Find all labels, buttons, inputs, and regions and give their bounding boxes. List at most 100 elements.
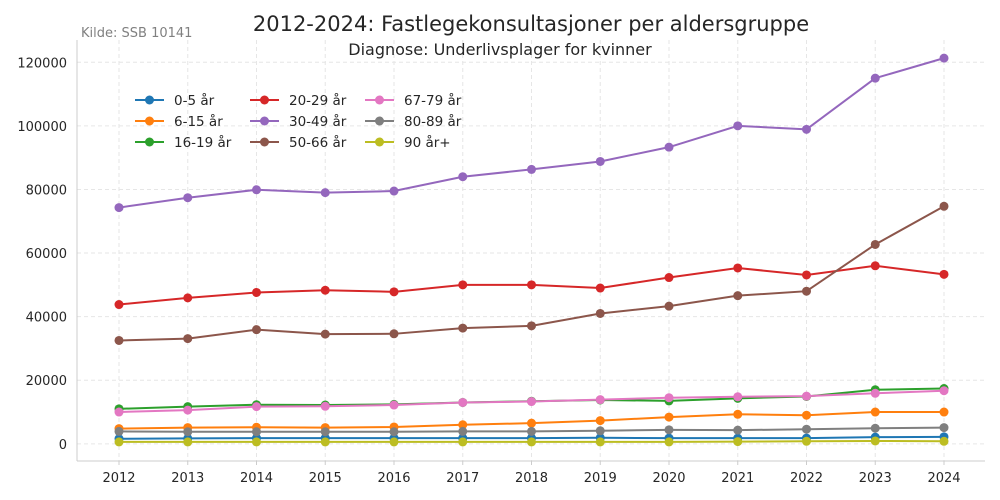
data-point [114,300,124,310]
data-point [595,283,605,293]
data-point [252,437,261,447]
data-point [320,188,330,198]
data-point [458,420,468,430]
legend-marker [145,137,154,147]
legend-item: 20-29 år [250,92,347,109]
x-tick-label: 2024 [927,471,960,486]
source-note: Kilde: SSB 10141 [81,26,192,41]
chart-title: 2012-2024: Fastlegekonsultasjoner per al… [253,12,809,36]
data-point [114,426,124,436]
data-point [114,437,124,447]
legend-label: 80-89 år [404,113,462,130]
data-point [320,427,330,437]
data-point [870,261,880,271]
y-tick-label: 0 [59,438,67,453]
data-point [939,201,949,211]
data-point [114,203,124,213]
data-point [870,423,880,433]
data-point [664,425,674,435]
data-point [595,416,605,426]
legend-label: 20-29 år [289,92,347,109]
data-point [458,397,468,407]
legend: 0-5 år 6-15 år 16-19 år 20-29 år 30-49 år 50-… [135,92,462,151]
data-point [802,286,811,296]
data-point [802,424,811,434]
legend-item: 90 år+ [365,134,451,151]
series-50-66-r [114,201,949,345]
data-point [458,323,468,333]
y-tick-label: 60000 [26,247,67,262]
legend-item: 67-79 år [365,92,462,109]
data-point [595,156,605,166]
legend-item: 0-5 år [135,92,215,109]
data-point [733,409,743,419]
data-point [595,426,605,436]
x-tick-label: 2021 [721,471,754,486]
data-point [389,427,399,437]
data-point [595,395,605,405]
data-point [458,437,468,447]
legend-marker [145,95,154,105]
data-point [664,142,674,152]
data-point [733,392,743,402]
legend-marker [375,116,384,126]
data-point [183,437,193,447]
x-tick-label: 2017 [446,471,479,486]
data-point [389,400,399,410]
data-point [870,436,880,446]
legend-label: 6-15 år [174,113,223,130]
legend-marker [375,95,384,105]
y-tick-label: 40000 [26,311,67,326]
data-point [320,329,330,339]
data-point [870,407,880,417]
data-point [458,280,468,290]
data-point [733,263,743,273]
data-point [183,193,193,203]
data-point [733,437,743,447]
data-point [870,73,880,83]
series-90-r+ [114,436,949,447]
data-point [802,391,811,401]
legend-item: 6-15 år [135,113,223,130]
legend-item: 50-66 år [250,134,347,151]
legend-label: 0-5 år [174,92,215,109]
data-point [183,334,193,344]
x-tick-label: 2020 [652,471,685,486]
data-point [389,329,399,339]
y-tick-label: 20000 [26,374,67,389]
data-point [389,437,399,447]
y-tick-label: 120000 [17,56,67,71]
legend-label: 30-49 år [289,113,347,130]
x-tick-label: 2022 [790,471,823,486]
chart-subtitle: Diagnose: Underlivsplager for kvinner [348,40,652,59]
x-tick-label: 2013 [171,471,204,486]
legend-marker [375,137,384,147]
series-80-89-r [114,423,949,437]
y-tick-label: 100000 [17,120,67,135]
data-point [870,239,880,249]
data-point [664,393,674,403]
data-point [802,124,811,134]
series-group [114,53,949,447]
data-point [939,53,949,63]
data-point [320,401,330,411]
data-point [252,402,261,412]
data-point [664,437,674,447]
data-point [252,287,261,297]
data-point [183,405,193,415]
data-point [733,291,743,301]
data-point [595,437,605,447]
x-tick-label: 2015 [309,471,342,486]
data-point [802,436,811,446]
legend-label: 67-79 år [404,92,462,109]
legend-item: 80-89 år [365,113,462,130]
data-point [114,335,124,345]
data-point [527,321,536,331]
data-point [458,426,468,436]
data-point [664,273,674,283]
legend-marker [145,116,154,126]
data-point [870,388,880,398]
data-point [114,407,124,417]
legend-marker [260,95,269,105]
